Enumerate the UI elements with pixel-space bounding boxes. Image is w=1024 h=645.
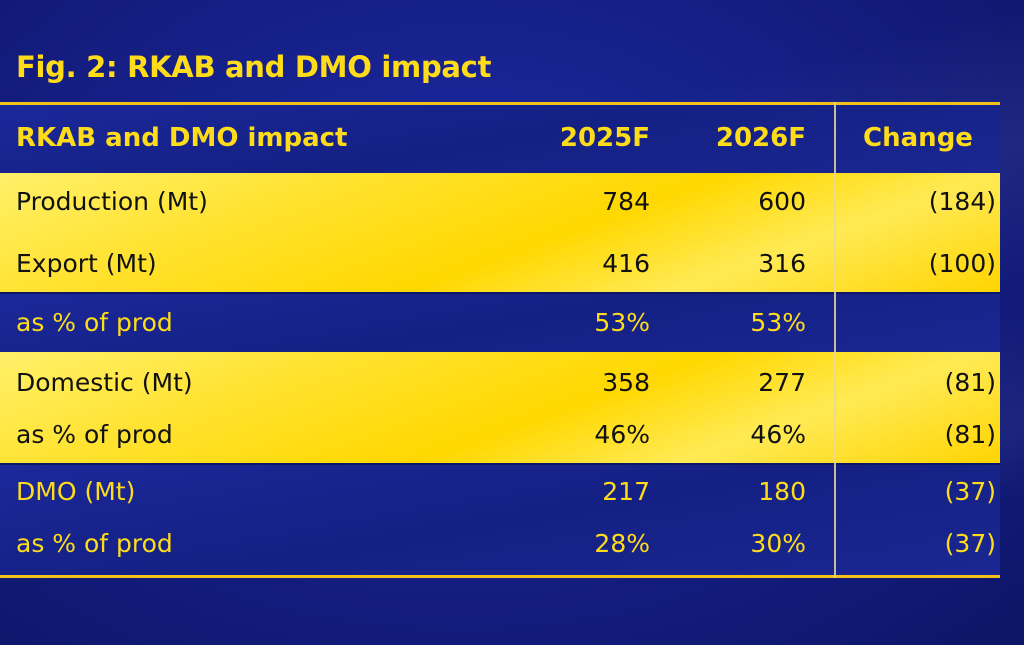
value-2026f: 53% [750,308,806,337]
value-2026f: 316 [758,249,806,278]
table-row: Export (Mt) 416 316 (100) [0,238,1000,290]
value-2026f: 180 [758,477,806,506]
value-change: (37) [944,529,996,558]
blue-band-export-share [0,294,1000,352]
value-2025f: 416 [602,249,650,278]
row-label: DMO (Mt) [16,477,136,506]
yellow-band-domestic [0,352,1000,464]
value-change: (37) [944,477,996,506]
band-divider [0,463,1000,465]
band-divider [0,292,1000,294]
value-2025f: 53% [594,308,650,337]
figure-title: Fig. 2: RKAB and DMO impact [16,50,492,84]
row-label: as % of prod [16,529,173,558]
value-2025f: 28% [594,529,650,558]
value-2025f: 784 [602,187,650,216]
header-2025f: 2025F [559,123,650,153]
value-2025f: 358 [602,368,650,397]
value-2026f: 30% [750,529,806,558]
value-change: (81) [944,420,996,449]
table-row: as % of prod 28% 30% (37) [0,518,1000,570]
header-2026f: 2026F [715,123,806,153]
row-label: Domestic (Mt) [16,368,193,397]
row-label: as % of prod [16,420,173,449]
header-change: Change [863,123,973,153]
blue-band-dmo [0,465,1000,575]
value-change: (184) [928,187,996,216]
row-label: as % of prod [16,308,173,337]
impact-table: RKAB and DMO impact 2025F 2026F Change P… [0,102,1024,578]
value-2025f: 46% [594,420,650,449]
value-2025f: 217 [602,477,650,506]
table-header-row: RKAB and DMO impact 2025F 2026F Change [0,112,1000,164]
table-row: Production (Mt) 784 600 (184) [0,176,1000,228]
table-row: as % of prod 46% 46% (81) [0,409,1000,461]
value-change: (81) [944,368,996,397]
yellow-band-production [0,173,1000,293]
table-bottom-rule [0,575,1000,578]
header-label: RKAB and DMO impact [16,123,348,153]
table-top-rule [0,102,1000,105]
table-row: DMO (Mt) 217 180 (37) [0,466,1000,518]
row-label: Export (Mt) [16,249,157,278]
value-2026f: 46% [750,420,806,449]
value-2026f: 277 [758,368,806,397]
header-band [0,105,1000,173]
value-change: (100) [928,249,996,278]
table-row: Domestic (Mt) 358 277 (81) [0,357,1000,409]
value-2026f: 600 [758,187,806,216]
row-label: Production (Mt) [16,187,208,216]
change-column-separator [834,102,836,578]
table-row: as % of prod 53% 53% [0,297,1000,349]
